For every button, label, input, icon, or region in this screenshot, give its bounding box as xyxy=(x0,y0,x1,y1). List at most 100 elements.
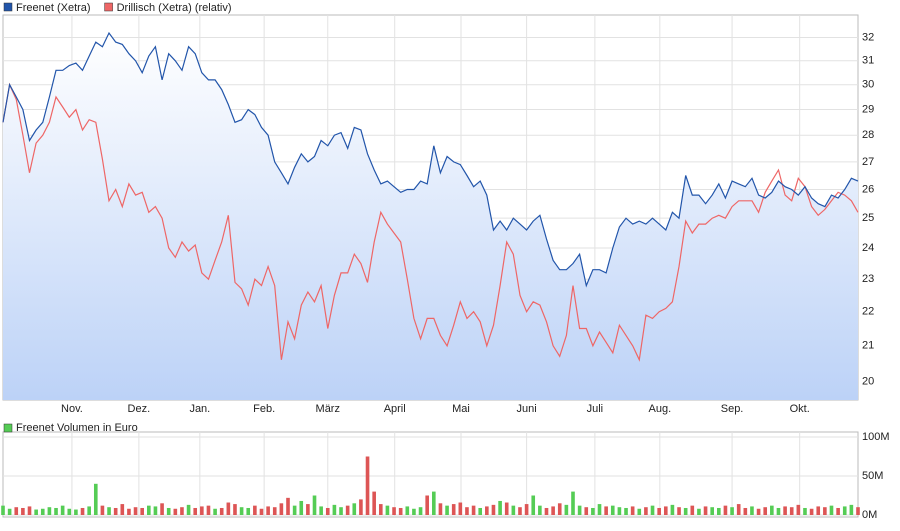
volume-bar xyxy=(21,507,25,515)
y-tick-label: 32 xyxy=(862,31,874,43)
volume-bar xyxy=(465,507,469,515)
volume-bar xyxy=(551,506,555,515)
volume-bar xyxy=(299,500,304,515)
volume-bar xyxy=(372,491,376,515)
volume-bar xyxy=(783,506,787,515)
volume-bar xyxy=(160,503,164,515)
volume-bar xyxy=(518,507,522,515)
volume-bar xyxy=(756,508,761,515)
volume-bar xyxy=(253,505,257,515)
volume-bar xyxy=(571,491,575,515)
volume-bar xyxy=(286,497,290,515)
volume-bar xyxy=(491,504,496,515)
volume-bar xyxy=(34,509,38,515)
y-tick-label: 22 xyxy=(862,306,874,318)
legend-swatch xyxy=(3,2,13,12)
volume-bar xyxy=(670,504,675,515)
volume-frame xyxy=(2,431,859,518)
volume-bar xyxy=(471,505,476,515)
y-tick-label: 27 xyxy=(862,156,874,168)
volume-bar xyxy=(54,507,58,515)
volume-bar xyxy=(306,504,310,515)
x-tick-label: Okt. xyxy=(790,403,810,415)
y-tick-label: 20 xyxy=(862,375,874,387)
volume-bar xyxy=(359,499,363,515)
volume-bar xyxy=(630,506,635,515)
volume-bar xyxy=(557,503,562,515)
x-tick-label: Feb. xyxy=(253,403,275,415)
y-tick-label: 31 xyxy=(862,55,874,67)
line-series xyxy=(2,31,859,288)
volume-bar xyxy=(239,507,244,515)
volume-bar xyxy=(259,508,264,515)
volume-bar xyxy=(113,507,118,515)
volume-bar xyxy=(736,504,741,515)
volume-bar xyxy=(345,505,350,515)
volume-bar xyxy=(418,507,423,515)
volume-bar xyxy=(147,505,151,515)
legend-label: Freenet (Xetra) xyxy=(16,2,91,14)
volume-bar xyxy=(770,505,774,515)
volume-bar xyxy=(683,507,688,515)
volume-bar xyxy=(504,502,509,515)
volume-bar xyxy=(531,495,536,515)
y-tick-label: 30 xyxy=(862,79,874,91)
y-tick-label: 23 xyxy=(862,273,874,285)
volume-bar xyxy=(425,495,429,515)
volume-bar xyxy=(80,507,85,515)
volume-bar xyxy=(378,504,383,515)
volume-bar xyxy=(279,503,284,515)
volume-bar xyxy=(398,507,403,515)
volume-bar xyxy=(650,505,655,515)
x-tick-label: Sep. xyxy=(721,403,744,415)
volume-bar xyxy=(193,507,198,515)
volume-bar xyxy=(677,507,681,515)
volume-bar xyxy=(577,505,582,515)
volume-bar xyxy=(809,508,814,515)
volume-bar xyxy=(637,508,642,515)
volume-bar xyxy=(829,505,834,515)
volume-bar xyxy=(213,508,217,515)
x-tick-label: Jan. xyxy=(189,403,210,415)
volume-bar xyxy=(584,507,589,515)
volume-bar xyxy=(856,507,860,515)
volume-bar xyxy=(730,507,734,515)
volume-bar xyxy=(743,507,748,515)
volume-bar xyxy=(544,507,549,515)
volume-bar xyxy=(74,509,78,515)
volume-bar xyxy=(511,505,516,515)
volume-bar xyxy=(524,504,529,515)
volume-bar xyxy=(763,507,768,515)
volume-bar xyxy=(233,504,237,515)
y-tick-label: 29 xyxy=(862,103,874,115)
volume-bar xyxy=(292,505,297,515)
volume-bar xyxy=(166,507,171,515)
legend-swatch xyxy=(104,2,113,12)
volume-bar xyxy=(246,507,251,515)
legend-swatch xyxy=(3,423,13,433)
volume-bar xyxy=(47,507,52,515)
volume-bar xyxy=(776,507,781,515)
volume-bar xyxy=(703,506,708,515)
y-tick-label: 50M xyxy=(862,470,883,482)
volume-bar xyxy=(87,506,91,515)
x-tick-label: Nov. xyxy=(61,403,83,415)
volume-bar xyxy=(180,507,184,515)
volume-bar xyxy=(710,507,714,515)
y-tick-label: 25 xyxy=(862,212,874,224)
volume-bar xyxy=(365,456,370,515)
volume-bar xyxy=(458,502,463,515)
volume-bar xyxy=(624,507,628,515)
volume-bar xyxy=(405,506,410,515)
volume-bar xyxy=(40,508,45,515)
volume-bar xyxy=(604,506,608,515)
volume-bar xyxy=(617,507,622,515)
volume-bar xyxy=(7,508,12,515)
volume-bar xyxy=(445,505,449,515)
volume-bar xyxy=(438,503,443,515)
volume-bar xyxy=(610,505,615,515)
volume-bar xyxy=(266,506,270,515)
volume-bar xyxy=(392,507,396,515)
volume-bar xyxy=(789,507,794,515)
volume-bar xyxy=(339,507,343,515)
